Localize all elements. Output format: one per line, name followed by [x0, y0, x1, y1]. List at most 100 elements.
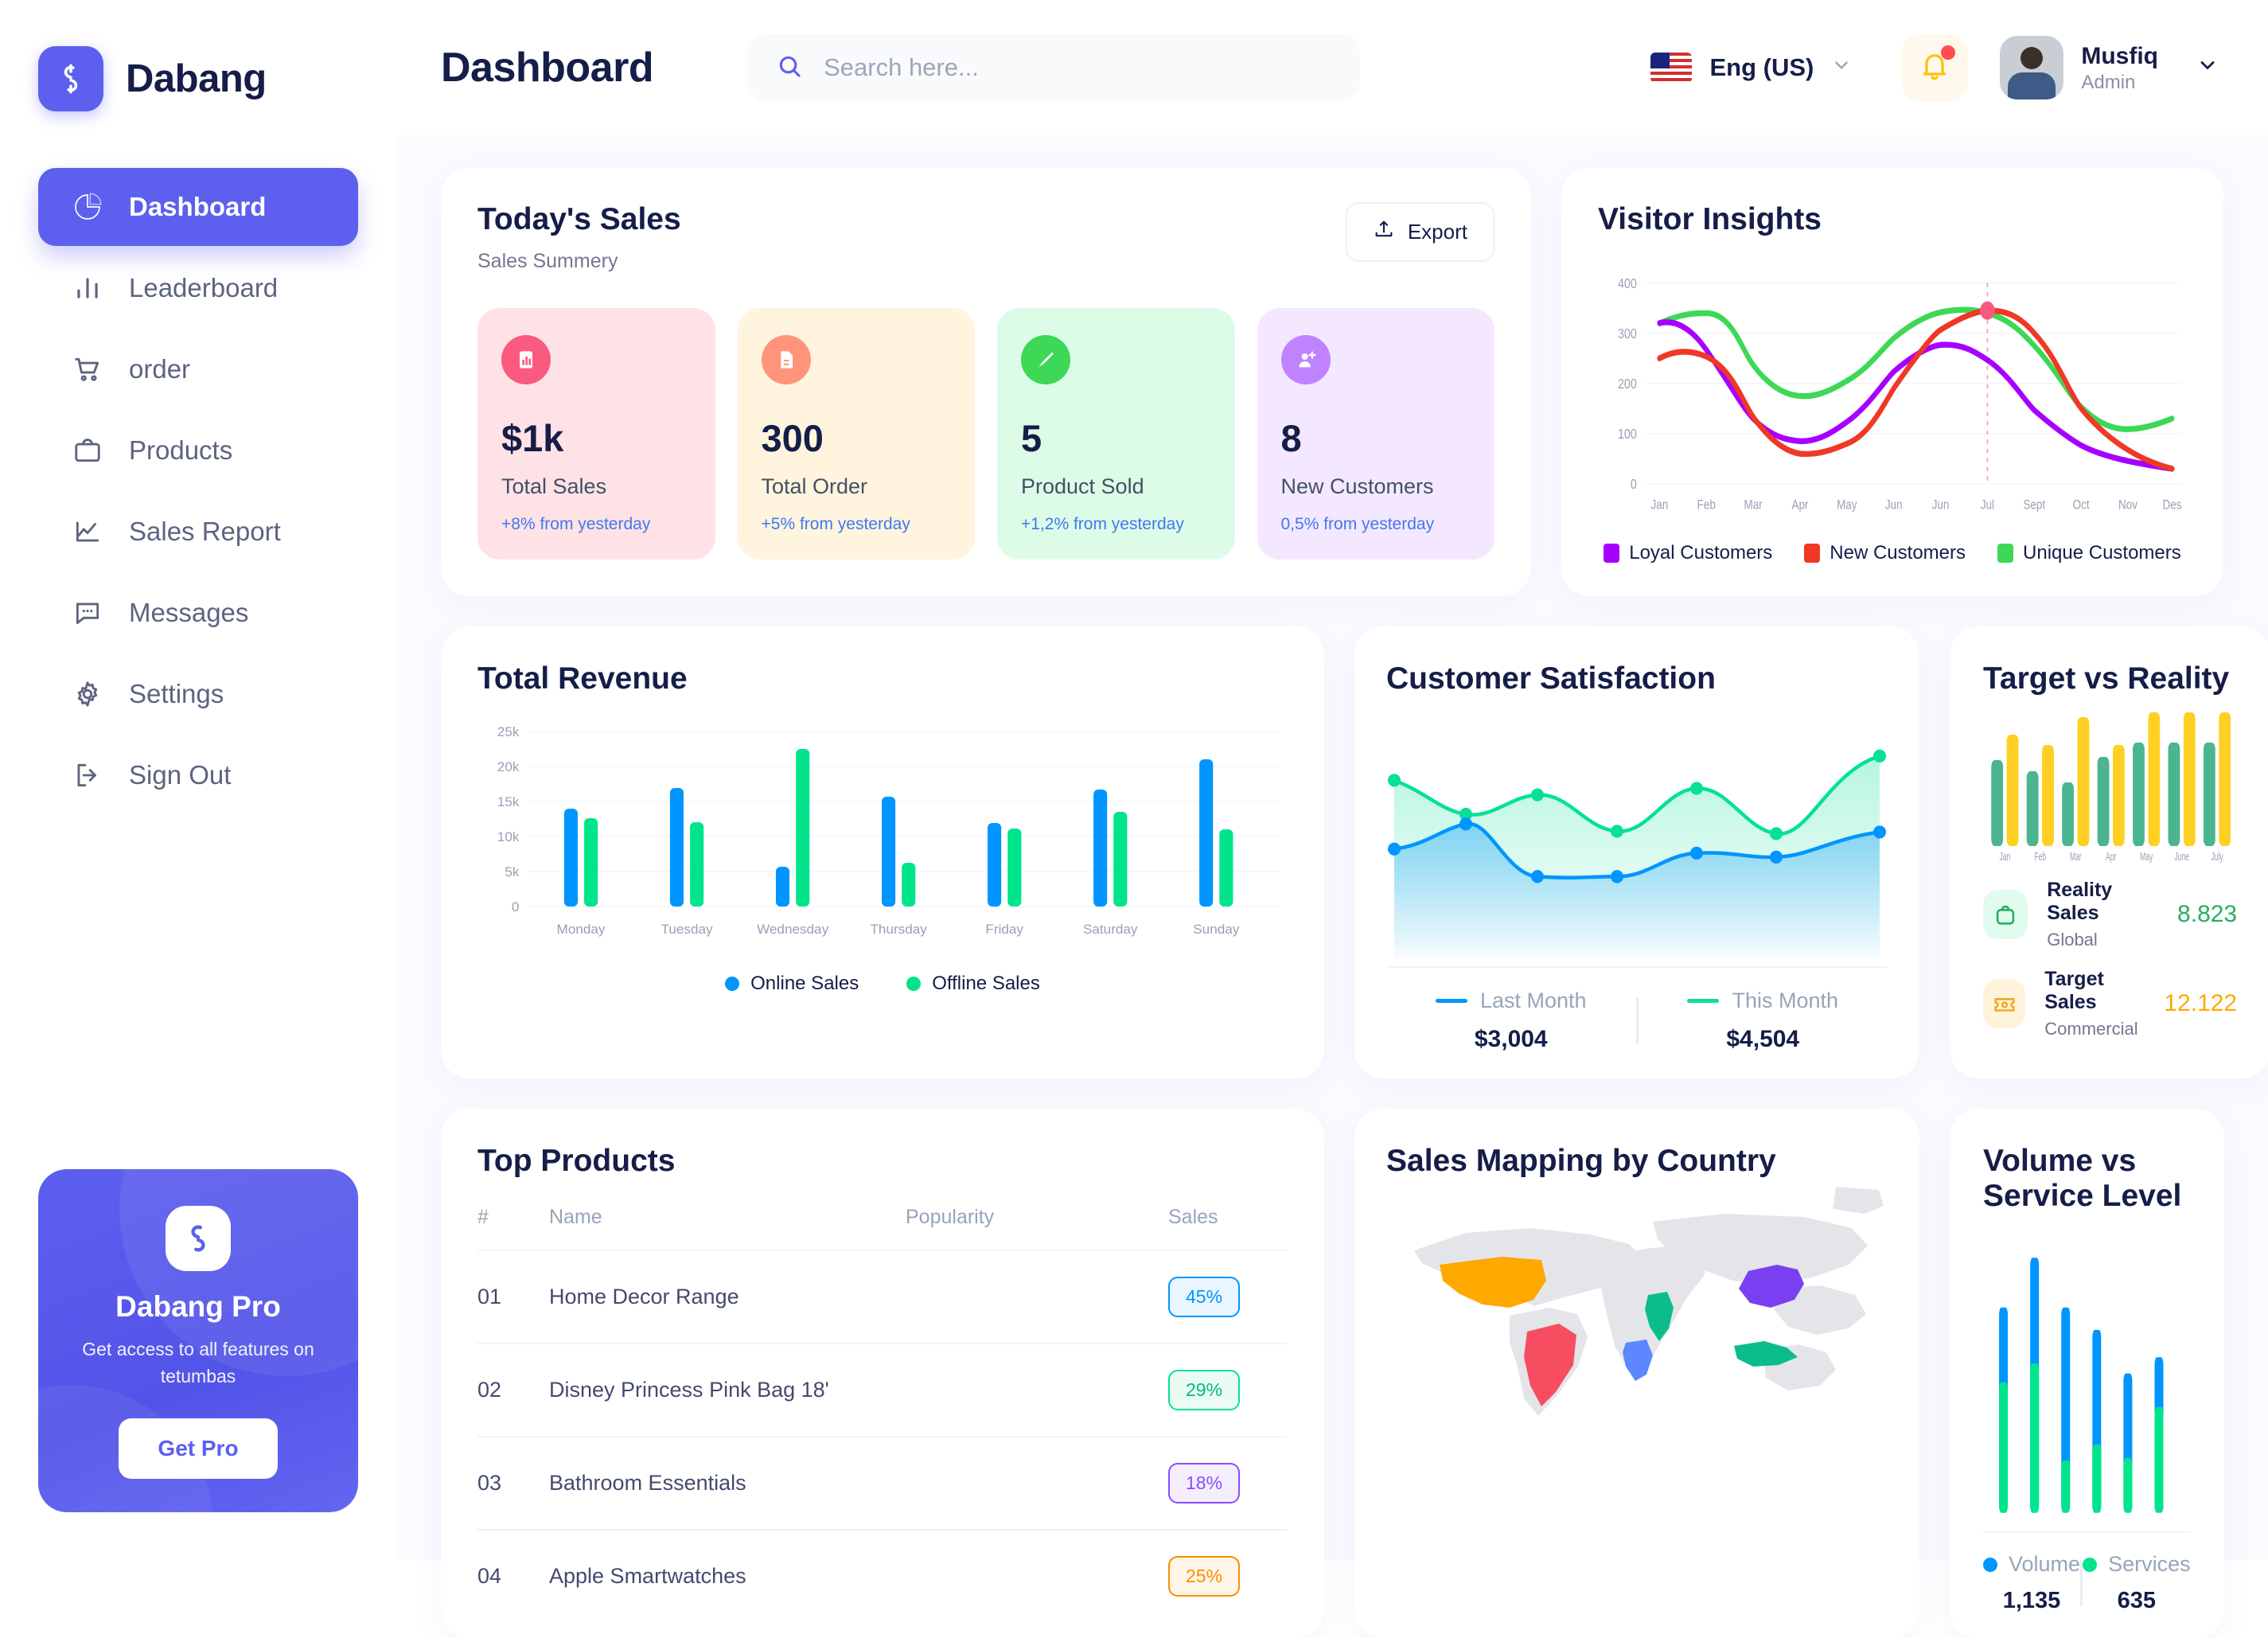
legend-dot	[2083, 1557, 2098, 1572]
legend-label: Target Sales	[2044, 968, 2104, 1013]
top-bar: Dashboard Search here... Eng (US)	[396, 0, 2268, 135]
world-map[interactable]	[1386, 1187, 1888, 1429]
legend-label: This Month	[1732, 989, 1839, 1012]
svg-text:Oct: Oct	[2073, 497, 2091, 513]
svg-text:Jun: Jun	[1932, 497, 1950, 513]
product-name: Home Decor Range	[549, 1250, 906, 1344]
brand: Dabang	[0, 36, 396, 122]
table-row[interactable]: 01 Home Decor Range 45%	[477, 1250, 1288, 1344]
legend-item: Loyal Customers	[1604, 542, 1772, 564]
svg-text:Friday: Friday	[985, 922, 1023, 937]
svg-text:Sept: Sept	[2023, 497, 2045, 513]
search-input[interactable]: Search here...	[747, 34, 1361, 101]
svg-text:Des: Des	[2163, 497, 2182, 513]
svg-text:0: 0	[1631, 477, 1637, 493]
legend-label: Last Month	[1479, 989, 1587, 1012]
visitor-insights-legend: Loyal Customers New Customers Unique Cus…	[1598, 542, 2187, 564]
sidebar: Dabang Dashboard Leaderboard	[0, 0, 396, 1560]
dashboard-content: Today's Sales Sales Summery Export	[396, 135, 2268, 1638]
us-flag-icon	[1650, 53, 1693, 83]
card-title: Sales Mapping by Country	[1386, 1144, 1776, 1178]
stat-label: Product Sold	[1021, 474, 1144, 498]
svg-text:25k: 25k	[497, 724, 520, 739]
sales-mapping-card: Sales Mapping by Country	[1354, 1109, 1919, 1638]
search-icon	[776, 53, 803, 84]
sidebar-item-sales-report[interactable]: Sales Report	[38, 493, 358, 571]
svg-text:Saturday: Saturday	[1083, 922, 1138, 937]
legend-item-services: Services 635	[2083, 1552, 2191, 1614]
product-name: Apple Smartwatches	[549, 1529, 906, 1622]
legend-item-target-sales: Target Sales Commercial 12.122	[1983, 968, 2237, 1039]
row-two: Total Revenue 25k 20k 15k 10k 5k 0	[441, 626, 2268, 1078]
pro-card-subtitle: Get access to all features on tetumbas	[82, 1339, 314, 1386]
stat-label: New Customers	[1280, 474, 1434, 498]
sales-badge: 25%	[1168, 1556, 1241, 1597]
page-title: Dashboard	[441, 45, 654, 91]
sidebar-item-dashboard[interactable]: Dashboard	[38, 168, 358, 246]
sidebar-item-settings[interactable]: Settings	[38, 655, 358, 733]
sidebar-item-label: Sign Out	[129, 760, 232, 790]
svg-text:300: 300	[1618, 326, 1637, 341]
bag-icon	[70, 433, 105, 468]
svg-text:Jan: Jan	[1999, 849, 2010, 863]
row-number: 02	[477, 1343, 549, 1437]
stat-tile-new-customers[interactable]: 8 New Customers 0,5% from yesterday	[1257, 308, 1494, 560]
legend-item: New Customers	[1804, 542, 1966, 564]
stat-tile-total-sales[interactable]: $1k Total Sales +8% from yesterday	[477, 308, 715, 560]
notification-dot	[1941, 45, 1956, 60]
legend-total: $3,004	[1474, 1026, 1548, 1052]
export-button[interactable]: Export	[1345, 202, 1494, 262]
card-title: Total Revenue	[477, 661, 688, 696]
stat-delta: +8% from yesterday	[501, 515, 651, 533]
pie-chart-icon	[70, 189, 105, 224]
svg-text:200: 200	[1618, 376, 1637, 392]
pro-card-title: Dabang Pro	[115, 1290, 281, 1324]
stat-delta: 0,5% from yesterday	[1280, 515, 1435, 533]
sidebar-item-sign-out[interactable]: Sign Out	[38, 736, 358, 814]
svg-text:Tuesday: Tuesday	[661, 922, 713, 937]
sidebar-item-leaderboard[interactable]: Leaderboard	[38, 249, 358, 327]
legend-item-reality-sales: Reality Sales Global 8.823	[1983, 879, 2237, 950]
table-row[interactable]: 03 Bathroom Essentials 18%	[477, 1436, 1288, 1530]
row-one: Today's Sales Sales Summery Export	[441, 167, 2223, 596]
visitor-insights-chart: 400 300 200 100 0 Jan Feb Mar Apr May Jun Jun Ju…	[1598, 258, 2187, 534]
customer-satisfaction-card: Customer Satisfaction	[1354, 626, 1919, 1078]
svg-text:5k: 5k	[505, 864, 520, 879]
legend-label: New Customers	[1830, 542, 1966, 564]
legend-dot	[1983, 1557, 1997, 1572]
stat-tile-product-sold[interactable]: 5 Product Sold +1,2% from yesterday	[997, 308, 1235, 560]
gear-icon	[70, 677, 105, 712]
sales-badge: 45%	[1168, 1277, 1241, 1317]
sidebar-item-products[interactable]: Products	[38, 411, 358, 489]
svg-text:Apr: Apr	[2106, 849, 2116, 863]
sales-badge: 29%	[1168, 1370, 1241, 1410]
card-title: Volume vs Service Level	[1983, 1144, 2182, 1213]
svg-text:Jul: Jul	[1981, 497, 1994, 513]
legend-item-this-month: This Month $4,504	[1639, 989, 1888, 1053]
svg-text:Jun: Jun	[1885, 497, 1903, 513]
legend-item: Online Sales	[725, 973, 859, 995]
svg-text:Feb: Feb	[2034, 849, 2046, 863]
legend-label: Unique Customers	[2023, 542, 2181, 564]
sidebar-item-label: Dashboard	[129, 192, 267, 221]
bag-icon	[1983, 890, 2028, 939]
svg-text:100: 100	[1618, 427, 1637, 443]
column-header: Popularity	[906, 1206, 995, 1228]
svg-text:15k: 15k	[497, 794, 520, 809]
stat-value: 8	[1280, 417, 1302, 459]
table-row[interactable]: 02 Disney Princess Pink Bag 18' 29%	[477, 1343, 1288, 1437]
bell-icon	[1919, 50, 1950, 86]
user-menu[interactable]: Musfiq Admin	[2000, 36, 2219, 99]
stat-tile-total-order[interactable]: 300 Total Order +5% from yesterday	[737, 308, 975, 560]
sidebar-item-order[interactable]: order	[38, 330, 358, 408]
svg-text:Apr: Apr	[1791, 497, 1808, 513]
notification-button[interactable]	[1901, 34, 1969, 101]
table-row[interactable]: 04 Apple Smartwatches 25%	[477, 1529, 1288, 1622]
legend-total: 8.823	[2177, 901, 2238, 927]
legend-total: 635	[2117, 1588, 2157, 1613]
language-selector[interactable]: Eng (US)	[1650, 53, 1852, 83]
get-pro-button[interactable]: Get Pro	[119, 1418, 278, 1479]
target-vs-reality-chart: Jan Feb Mar Apr May June July	[1983, 712, 2237, 868]
sidebar-item-messages[interactable]: Messages	[38, 574, 358, 652]
stat-delta: +1,2% from yesterday	[1021, 515, 1184, 533]
